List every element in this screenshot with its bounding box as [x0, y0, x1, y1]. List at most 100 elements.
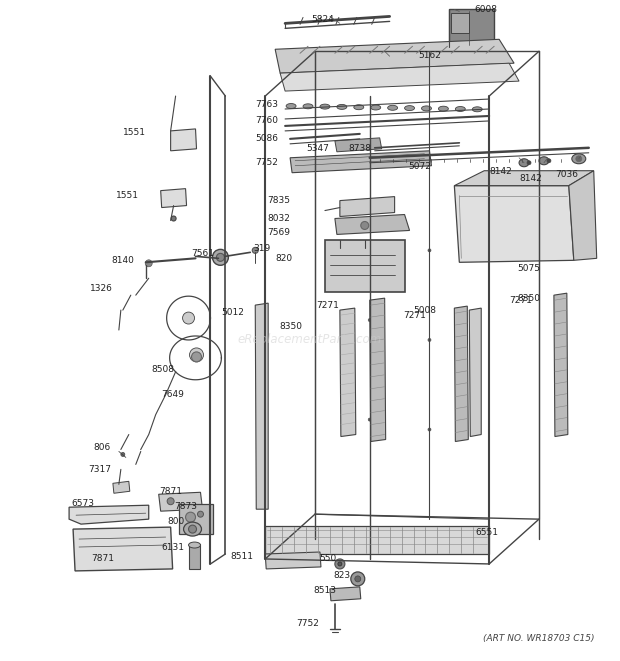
- Polygon shape: [69, 505, 149, 524]
- Text: eReplacementParts.com: eReplacementParts.com: [238, 333, 382, 346]
- Ellipse shape: [337, 104, 347, 109]
- Polygon shape: [265, 552, 321, 569]
- Text: 7317: 7317: [88, 465, 111, 474]
- Circle shape: [428, 338, 431, 342]
- Text: 6573: 6573: [71, 498, 94, 508]
- Text: 550: 550: [319, 555, 337, 563]
- Circle shape: [576, 156, 582, 162]
- Polygon shape: [469, 308, 481, 436]
- Text: 6551: 6551: [476, 527, 498, 537]
- Ellipse shape: [286, 104, 296, 108]
- Polygon shape: [370, 298, 386, 442]
- Polygon shape: [159, 492, 203, 511]
- Text: 5075: 5075: [518, 264, 541, 273]
- Circle shape: [368, 219, 371, 222]
- Text: 8350: 8350: [279, 321, 302, 330]
- Ellipse shape: [320, 104, 330, 109]
- Text: 7871: 7871: [91, 555, 115, 563]
- Text: 7763: 7763: [255, 100, 278, 108]
- Text: 800: 800: [167, 517, 184, 525]
- Circle shape: [121, 452, 125, 457]
- Text: 7271: 7271: [316, 301, 339, 309]
- Bar: [325, 241, 405, 292]
- Polygon shape: [275, 39, 514, 73]
- Text: 5086: 5086: [255, 134, 278, 143]
- Text: (ART NO. WR18703 C15): (ART NO. WR18703 C15): [483, 634, 595, 643]
- Text: 7752: 7752: [296, 619, 319, 628]
- Text: 8032: 8032: [267, 214, 290, 223]
- Polygon shape: [454, 171, 594, 186]
- Ellipse shape: [184, 522, 202, 536]
- Bar: [265, 526, 489, 554]
- Ellipse shape: [188, 542, 200, 548]
- Circle shape: [188, 525, 197, 533]
- Polygon shape: [340, 196, 394, 217]
- Text: 5162: 5162: [418, 51, 441, 59]
- Ellipse shape: [472, 107, 482, 112]
- Ellipse shape: [213, 249, 228, 265]
- Circle shape: [428, 159, 431, 162]
- Ellipse shape: [303, 104, 313, 109]
- Bar: [179, 504, 213, 534]
- Text: 319: 319: [254, 244, 271, 253]
- Polygon shape: [335, 215, 410, 235]
- Polygon shape: [255, 303, 268, 509]
- Polygon shape: [290, 151, 432, 173]
- Polygon shape: [454, 186, 574, 262]
- Circle shape: [167, 498, 174, 505]
- Polygon shape: [280, 63, 519, 91]
- Text: 806: 806: [94, 443, 111, 452]
- Text: 8508: 8508: [151, 366, 174, 374]
- Ellipse shape: [371, 105, 381, 110]
- Circle shape: [185, 512, 195, 522]
- Ellipse shape: [354, 104, 364, 110]
- Bar: [188, 544, 200, 569]
- Ellipse shape: [405, 106, 415, 110]
- Text: 5824: 5824: [312, 15, 334, 24]
- Polygon shape: [161, 188, 187, 208]
- Polygon shape: [454, 306, 468, 442]
- Text: 6131: 6131: [161, 543, 184, 551]
- Text: 7036: 7036: [556, 170, 578, 179]
- Ellipse shape: [422, 106, 432, 111]
- Ellipse shape: [190, 348, 203, 362]
- Bar: [450, 9, 494, 48]
- Ellipse shape: [388, 105, 397, 110]
- Circle shape: [335, 559, 345, 569]
- Circle shape: [527, 161, 531, 165]
- Text: 820: 820: [275, 254, 292, 263]
- Text: 1551: 1551: [116, 191, 139, 200]
- Ellipse shape: [182, 312, 195, 324]
- Text: 7873: 7873: [174, 502, 197, 511]
- Text: 5012: 5012: [221, 307, 244, 317]
- Circle shape: [368, 418, 371, 421]
- Circle shape: [338, 562, 342, 566]
- Text: 8142: 8142: [490, 167, 513, 176]
- Polygon shape: [554, 293, 568, 436]
- Polygon shape: [170, 129, 197, 151]
- Text: 1551: 1551: [123, 128, 146, 137]
- Text: 8350: 8350: [518, 293, 541, 303]
- Text: 7569: 7569: [267, 228, 290, 237]
- Text: 7752: 7752: [255, 158, 278, 167]
- Ellipse shape: [519, 159, 529, 167]
- Text: 5008: 5008: [413, 305, 436, 315]
- Text: 8513: 8513: [314, 586, 337, 596]
- Circle shape: [361, 221, 369, 229]
- Ellipse shape: [455, 106, 465, 112]
- Bar: [451, 13, 469, 33]
- Text: 8738: 8738: [348, 144, 371, 153]
- Circle shape: [252, 247, 259, 253]
- Text: 7871: 7871: [159, 486, 182, 496]
- Text: 1326: 1326: [90, 284, 113, 293]
- Text: 7760: 7760: [255, 116, 278, 126]
- Text: 6008: 6008: [475, 5, 498, 14]
- Text: 5347: 5347: [306, 144, 329, 153]
- Polygon shape: [335, 138, 382, 152]
- Circle shape: [216, 253, 224, 261]
- Text: 7561: 7561: [191, 249, 214, 258]
- Circle shape: [547, 159, 551, 163]
- Text: 8140: 8140: [111, 256, 134, 265]
- Circle shape: [192, 352, 202, 362]
- Circle shape: [198, 511, 203, 517]
